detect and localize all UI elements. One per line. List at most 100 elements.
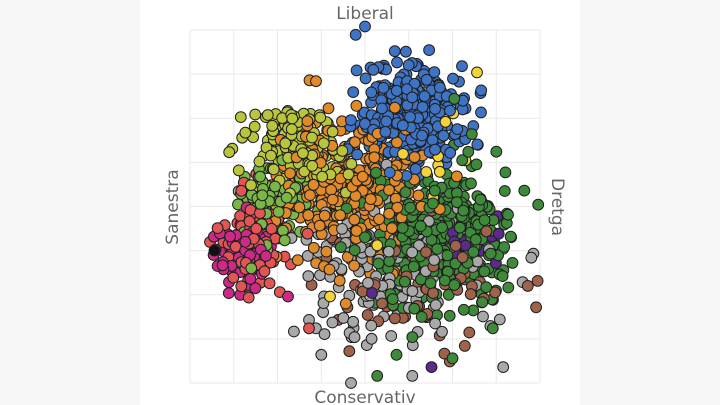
scatter-point <box>531 275 544 287</box>
scatter-point <box>532 198 545 211</box>
scatter-point <box>502 281 515 294</box>
scatter-point <box>386 293 399 306</box>
scatter-point <box>365 332 378 345</box>
scatter-point <box>448 92 461 105</box>
scatter-point <box>348 331 361 344</box>
axis-label-top: Liberal <box>336 4 394 24</box>
scatter-point <box>449 239 462 252</box>
scatter-point <box>469 233 482 246</box>
scatter-point <box>302 209 315 222</box>
scatter-point <box>373 213 386 226</box>
scatter-point <box>325 184 338 196</box>
scatter-point <box>310 75 322 88</box>
scatter-point <box>235 184 248 197</box>
scatter-point <box>446 352 459 365</box>
scatter-point <box>350 225 363 237</box>
scatter-point <box>250 222 263 235</box>
scatter-point <box>315 348 328 361</box>
scatter-point <box>385 330 398 342</box>
scatter-point <box>371 239 384 252</box>
scatter-point <box>383 166 396 179</box>
scatter-point <box>406 91 419 104</box>
scatter-point <box>372 257 385 270</box>
scatter-point <box>409 163 422 175</box>
scatter-point <box>420 246 432 259</box>
scatter-point <box>391 56 403 69</box>
scatter-point <box>260 250 272 262</box>
scatter-point <box>521 280 534 292</box>
scatter-point <box>436 325 448 338</box>
scatter-point <box>318 328 331 341</box>
scatter-point <box>396 119 409 132</box>
scatter-point <box>216 259 229 272</box>
scatter-point <box>306 160 319 172</box>
scatter-point <box>480 281 493 294</box>
scatter-point <box>476 296 489 309</box>
scatter-point <box>525 251 538 264</box>
scatter-point <box>298 165 311 178</box>
scatter-point <box>243 215 256 228</box>
scatter-point <box>245 179 257 192</box>
scatter-point <box>475 84 488 97</box>
scatter-point <box>345 114 357 126</box>
scatter-point <box>256 189 269 202</box>
scatter-point <box>254 170 266 183</box>
scatter-point <box>345 158 358 170</box>
scatter-point <box>349 136 361 149</box>
scatter-point <box>239 235 252 248</box>
scatter-point <box>361 309 374 321</box>
scatter-point <box>235 280 248 293</box>
scatter-point <box>478 265 491 278</box>
scatter-point <box>518 184 531 197</box>
scatter-point <box>376 102 388 115</box>
scatter-point <box>388 45 401 58</box>
scatter-point <box>429 103 442 115</box>
scatter-point <box>383 207 396 220</box>
scatter-point <box>342 168 355 181</box>
scatter-point <box>434 81 446 94</box>
scatter-point <box>471 138 484 151</box>
scatter-point <box>362 277 374 289</box>
scatter-point <box>333 274 346 287</box>
scatter-point <box>350 64 363 77</box>
scatter-point <box>456 154 469 167</box>
scatter-point <box>248 120 261 133</box>
scatter-point <box>334 209 347 222</box>
scatter-point <box>498 185 511 197</box>
scatter-point <box>465 128 478 141</box>
scatter-point <box>415 311 428 323</box>
scatter-point <box>425 361 438 374</box>
scatter-point <box>407 260 420 273</box>
scatter-plot-svg: Liberal Conservativ Sanestra Dretga <box>163 4 567 405</box>
scatter-point <box>428 184 441 197</box>
scatter-point <box>478 214 491 227</box>
scatter-point <box>490 145 503 158</box>
scatter-point <box>265 222 278 235</box>
scatter-point <box>458 340 471 352</box>
scatter-point <box>313 219 326 232</box>
scatter-point <box>506 257 519 269</box>
scatter-point <box>456 60 468 73</box>
scatter-point <box>316 170 329 183</box>
scatter-point <box>359 231 371 244</box>
scatter-point <box>242 291 255 304</box>
scatter-point <box>389 101 401 114</box>
scatter-point <box>339 297 352 310</box>
scatter-point <box>278 234 291 247</box>
scatter-point <box>377 82 390 94</box>
scatter-point <box>462 145 475 158</box>
scatter-point <box>359 117 371 130</box>
scatter-point <box>456 251 469 264</box>
scatter-point <box>348 259 361 272</box>
scatter-point <box>356 170 369 183</box>
scatter-point <box>280 191 293 204</box>
scatter-point <box>301 227 314 240</box>
scatter-point <box>249 108 262 121</box>
scatter-point <box>414 220 427 233</box>
scatter-point <box>404 111 417 123</box>
scatter-point <box>530 301 543 314</box>
scatter-point <box>497 361 510 374</box>
scatter-point <box>365 319 378 332</box>
scatter-point <box>258 265 271 278</box>
scatter-point <box>429 299 442 311</box>
